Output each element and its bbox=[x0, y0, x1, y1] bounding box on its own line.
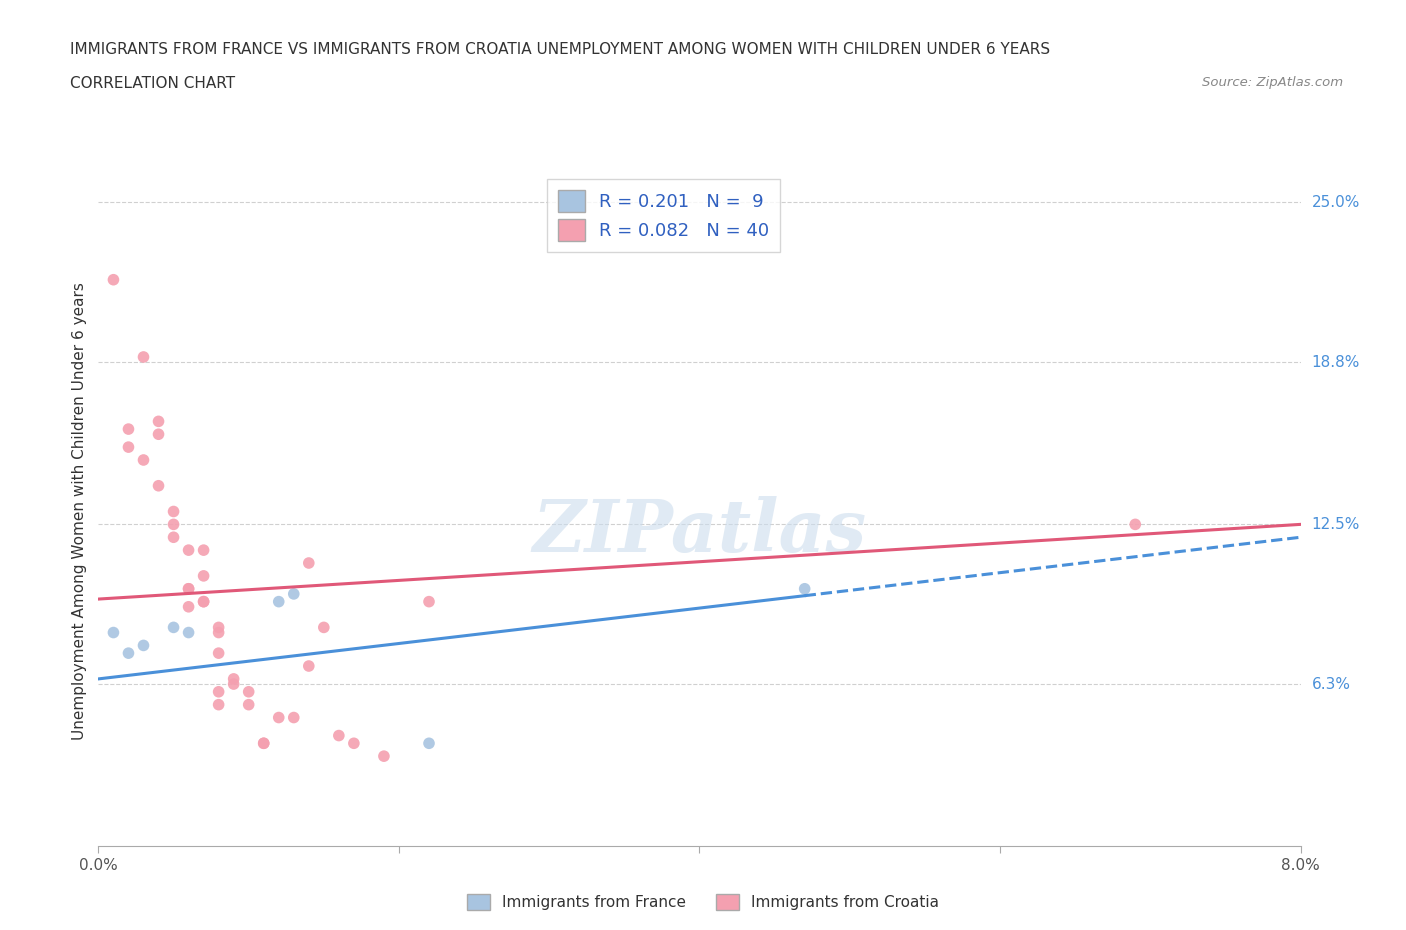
Point bbox=[222, 677, 245, 692]
Point bbox=[148, 414, 170, 429]
Text: 6.3%: 6.3% bbox=[1312, 676, 1351, 692]
Point bbox=[177, 543, 200, 558]
Legend: R = 0.201   N =  9, R = 0.082   N = 40: R = 0.201 N = 9, R = 0.082 N = 40 bbox=[547, 179, 780, 252]
Point bbox=[418, 594, 440, 609]
Point bbox=[208, 625, 231, 640]
Point bbox=[193, 568, 215, 583]
Text: 25.0%: 25.0% bbox=[1312, 195, 1360, 210]
Point bbox=[132, 453, 155, 468]
Point bbox=[193, 543, 215, 558]
Point bbox=[328, 728, 350, 743]
Point bbox=[162, 504, 184, 519]
Text: 18.8%: 18.8% bbox=[1312, 354, 1360, 369]
Point bbox=[117, 421, 139, 436]
Text: IMMIGRANTS FROM FRANCE VS IMMIGRANTS FROM CROATIA UNEMPLOYMENT AMONG WOMEN WITH : IMMIGRANTS FROM FRANCE VS IMMIGRANTS FRO… bbox=[70, 42, 1050, 57]
Point bbox=[177, 581, 200, 596]
Point bbox=[253, 736, 276, 751]
Point bbox=[238, 684, 260, 699]
Point bbox=[103, 625, 125, 640]
Point bbox=[298, 658, 321, 673]
Point bbox=[267, 594, 290, 609]
Point bbox=[253, 736, 276, 751]
Point bbox=[208, 698, 231, 712]
Point bbox=[177, 581, 200, 596]
Point bbox=[148, 478, 170, 493]
Point bbox=[418, 736, 440, 751]
Point bbox=[267, 711, 290, 725]
Point bbox=[193, 594, 215, 609]
Point bbox=[373, 749, 395, 764]
Text: ZIPatlas: ZIPatlas bbox=[533, 496, 866, 567]
Point bbox=[283, 587, 305, 602]
Point bbox=[208, 645, 231, 660]
Point bbox=[132, 638, 155, 653]
Point bbox=[103, 272, 125, 287]
Point bbox=[298, 555, 321, 570]
Text: CORRELATION CHART: CORRELATION CHART bbox=[70, 76, 235, 91]
Point bbox=[132, 350, 155, 365]
Point bbox=[343, 736, 366, 751]
Point bbox=[1123, 517, 1146, 532]
Point bbox=[283, 711, 305, 725]
Point bbox=[238, 698, 260, 712]
Legend: Immigrants from France, Immigrants from Croatia: Immigrants from France, Immigrants from … bbox=[458, 886, 948, 918]
Point bbox=[208, 684, 231, 699]
Point bbox=[148, 427, 170, 442]
Point bbox=[312, 620, 335, 635]
Text: Source: ZipAtlas.com: Source: ZipAtlas.com bbox=[1202, 76, 1343, 89]
Text: 12.5%: 12.5% bbox=[1312, 517, 1360, 532]
Point bbox=[162, 530, 184, 545]
Point bbox=[222, 671, 245, 686]
Point bbox=[208, 620, 231, 635]
Point bbox=[177, 625, 200, 640]
Point bbox=[117, 645, 139, 660]
Y-axis label: Unemployment Among Women with Children Under 6 years: Unemployment Among Women with Children U… bbox=[72, 283, 87, 740]
Point bbox=[117, 440, 139, 455]
Point bbox=[177, 599, 200, 614]
Point bbox=[162, 517, 184, 532]
Point bbox=[793, 581, 815, 596]
Point bbox=[162, 620, 184, 635]
Point bbox=[193, 594, 215, 609]
